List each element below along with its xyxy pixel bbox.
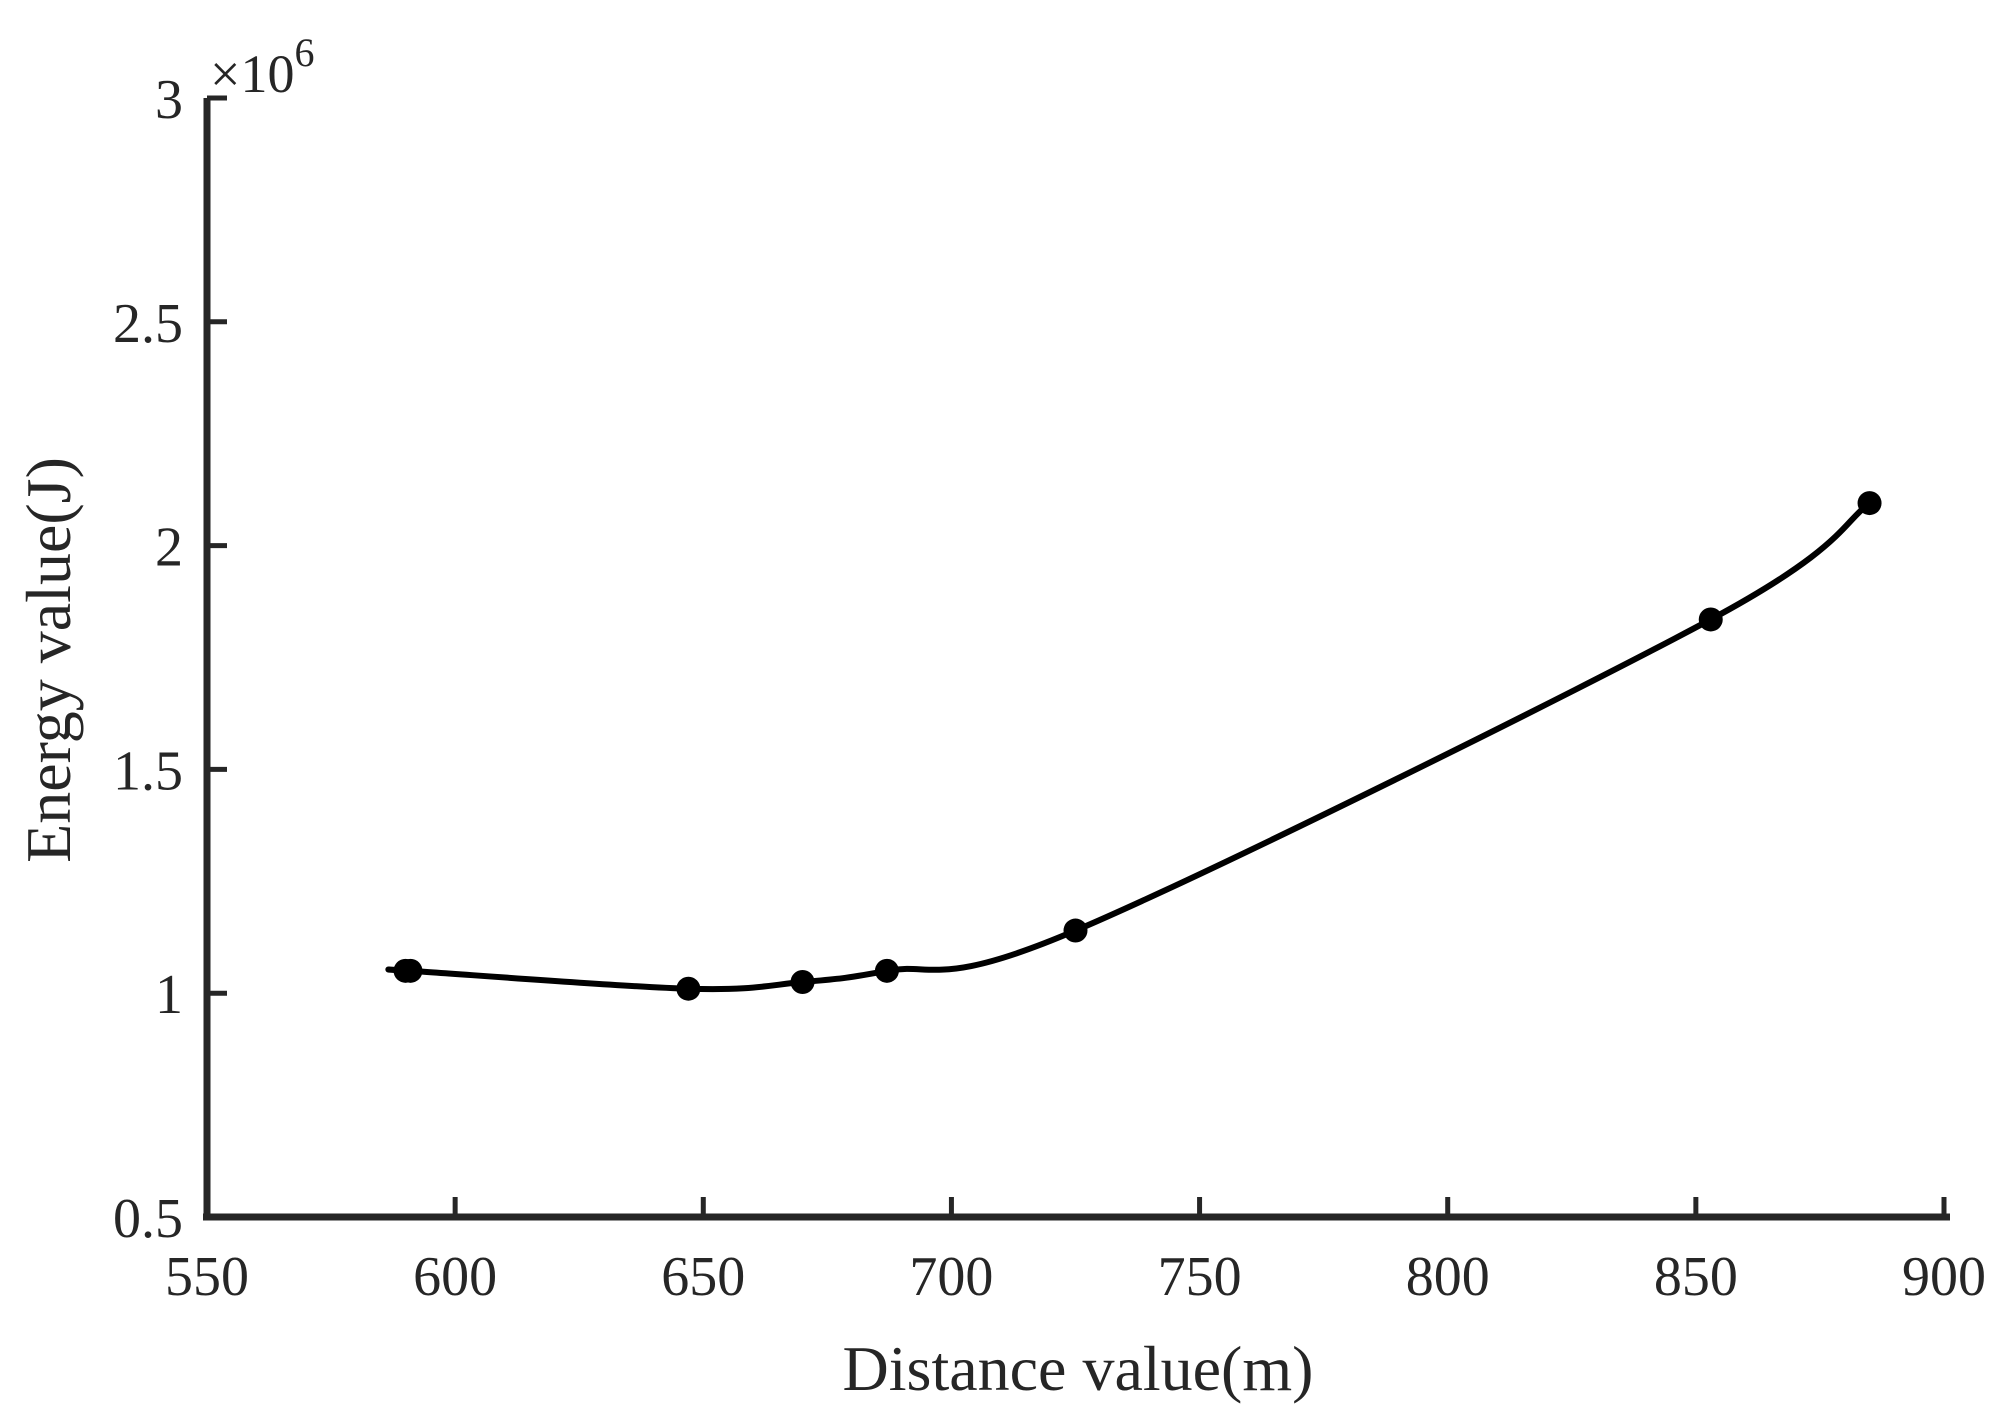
x-tick-label-650: 650: [661, 1246, 745, 1308]
y-exponent-power: 6: [294, 30, 314, 75]
series-line-0: [385, 500, 1873, 993]
x-tick-label-600: 600: [413, 1246, 497, 1308]
y-exponent-label: ×106: [210, 30, 314, 104]
data-point-0-4: [874, 958, 899, 983]
y-axis-label: Energy value(J): [13, 457, 84, 863]
x-tick-label-750: 750: [1158, 1246, 1242, 1308]
x-tick-label-700: 700: [909, 1246, 993, 1308]
y-tick-label-3: 3: [155, 69, 183, 131]
y-exponent-base: ×10: [210, 44, 294, 104]
y-tick-label-0.5: 0.5: [113, 1188, 183, 1250]
y-tick-label-1.5: 1.5: [113, 740, 183, 802]
x-axis-label: Distance value(m): [843, 1333, 1314, 1404]
data-point-0-7: [1857, 491, 1882, 516]
axes: [203, 98, 1950, 1221]
y-tick-label-2: 2: [155, 517, 183, 579]
data-point-0-3: [790, 970, 815, 995]
x-tick-label-550: 550: [165, 1246, 249, 1308]
series-layer: [385, 491, 1882, 1001]
data-point-0-6: [1698, 607, 1723, 632]
data-point-0-1: [398, 958, 423, 983]
data-point-0-5: [1063, 918, 1088, 943]
x-tick-label-800: 800: [1406, 1246, 1490, 1308]
x-ticks: 550 600 650 700 750 800 850 900: [165, 1197, 1986, 1308]
y-tick-label-2.5: 2.5: [113, 293, 183, 355]
x-tick-label-850: 850: [1654, 1246, 1738, 1308]
y-ticks: 0.5 1 1.5 2 2.5 3: [113, 69, 227, 1250]
data-point-0-2: [676, 976, 701, 1001]
y-tick-label-1: 1: [155, 964, 183, 1026]
x-tick-label-900: 900: [1902, 1246, 1986, 1308]
